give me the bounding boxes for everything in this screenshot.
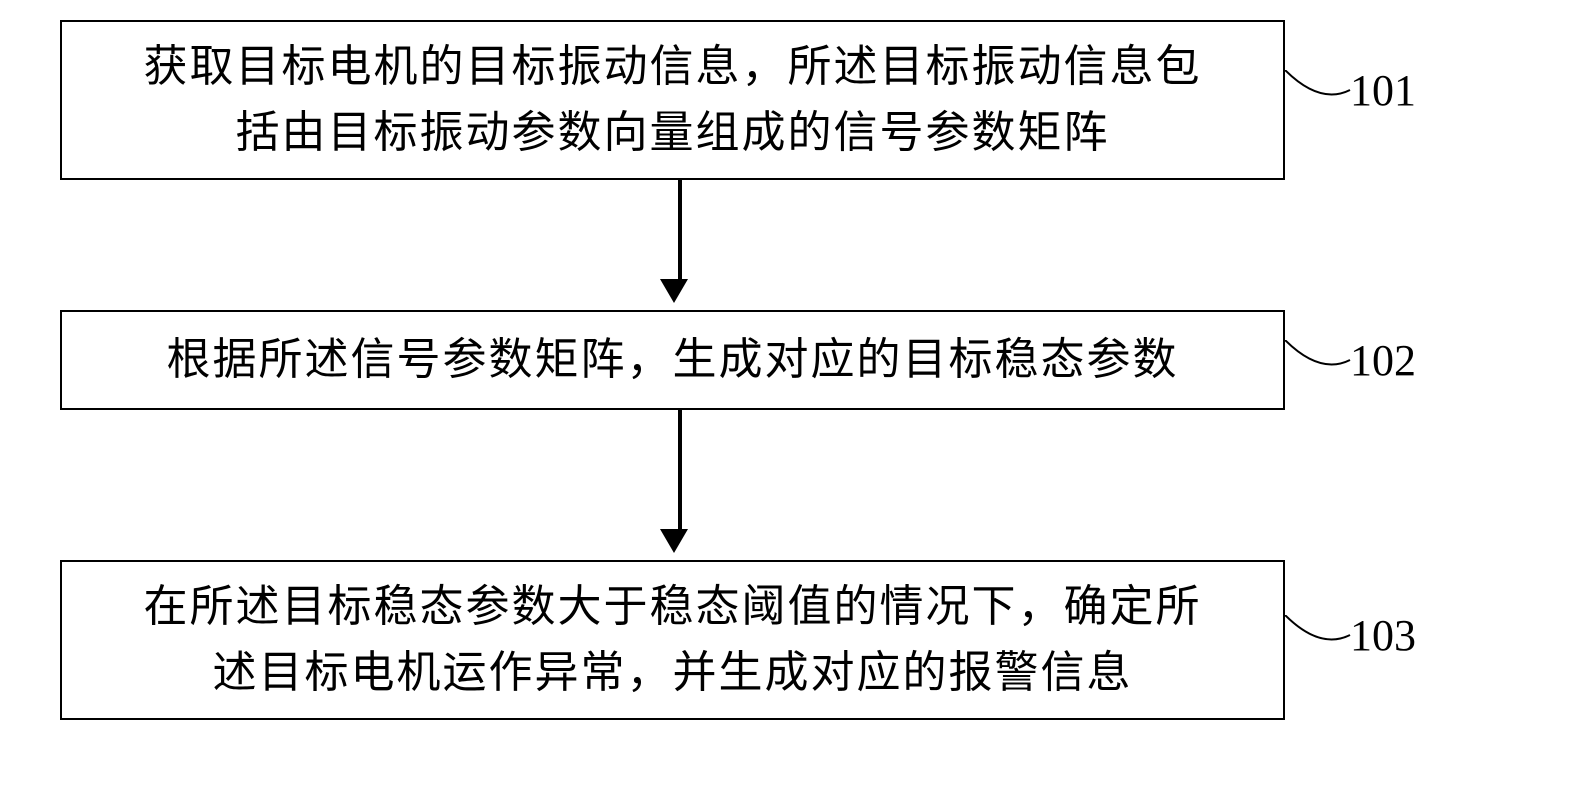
flowchart-step-2: 根据所述信号参数矩阵，生成对应的目标稳态参数 bbox=[60, 310, 1285, 410]
step-3-text: 在所述目标稳态参数大于稳态阈值的情况下，确定所 述目标电机运作异常，并生成对应的… bbox=[144, 574, 1202, 706]
step-1-line-1: 获取目标电机的目标振动信息，所述目标振动信息包 bbox=[144, 42, 1202, 91]
arrow-1-head bbox=[660, 279, 688, 303]
step-3-line-1: 在所述目标稳态参数大于稳态阈值的情况下，确定所 bbox=[144, 582, 1202, 631]
step-1-line-2: 括由目标振动参数向量组成的信号参数矩阵 bbox=[236, 108, 1110, 157]
step-2-label: 102 bbox=[1350, 335, 1416, 386]
arrow-1 bbox=[672, 180, 688, 303]
connector-3 bbox=[1285, 615, 1355, 665]
flowchart-container: 获取目标电机的目标振动信息，所述目标振动信息包 括由目标振动参数向量组成的信号参… bbox=[0, 0, 1575, 805]
step-2-line-1: 根据所述信号参数矩阵，生成对应的目标稳态参数 bbox=[167, 335, 1179, 384]
step-3-line-2: 述目标电机运作异常，并生成对应的报警信息 bbox=[213, 648, 1133, 697]
step-3-label: 103 bbox=[1350, 610, 1416, 661]
arrow-2 bbox=[672, 410, 688, 553]
step-2-text: 根据所述信号参数矩阵，生成对应的目标稳态参数 bbox=[167, 327, 1179, 393]
step-1-text: 获取目标电机的目标振动信息，所述目标振动信息包 括由目标振动参数向量组成的信号参… bbox=[144, 34, 1202, 166]
step-1-label: 101 bbox=[1350, 65, 1416, 116]
flowchart-step-1: 获取目标电机的目标振动信息，所述目标振动信息包 括由目标振动参数向量组成的信号参… bbox=[60, 20, 1285, 180]
arrow-2-line bbox=[678, 410, 682, 530]
arrow-2-head bbox=[660, 529, 688, 553]
flowchart-step-3: 在所述目标稳态参数大于稳态阈值的情况下，确定所 述目标电机运作异常，并生成对应的… bbox=[60, 560, 1285, 720]
connector-2 bbox=[1285, 340, 1355, 390]
connector-1 bbox=[1285, 70, 1355, 120]
arrow-1-line bbox=[678, 180, 682, 280]
